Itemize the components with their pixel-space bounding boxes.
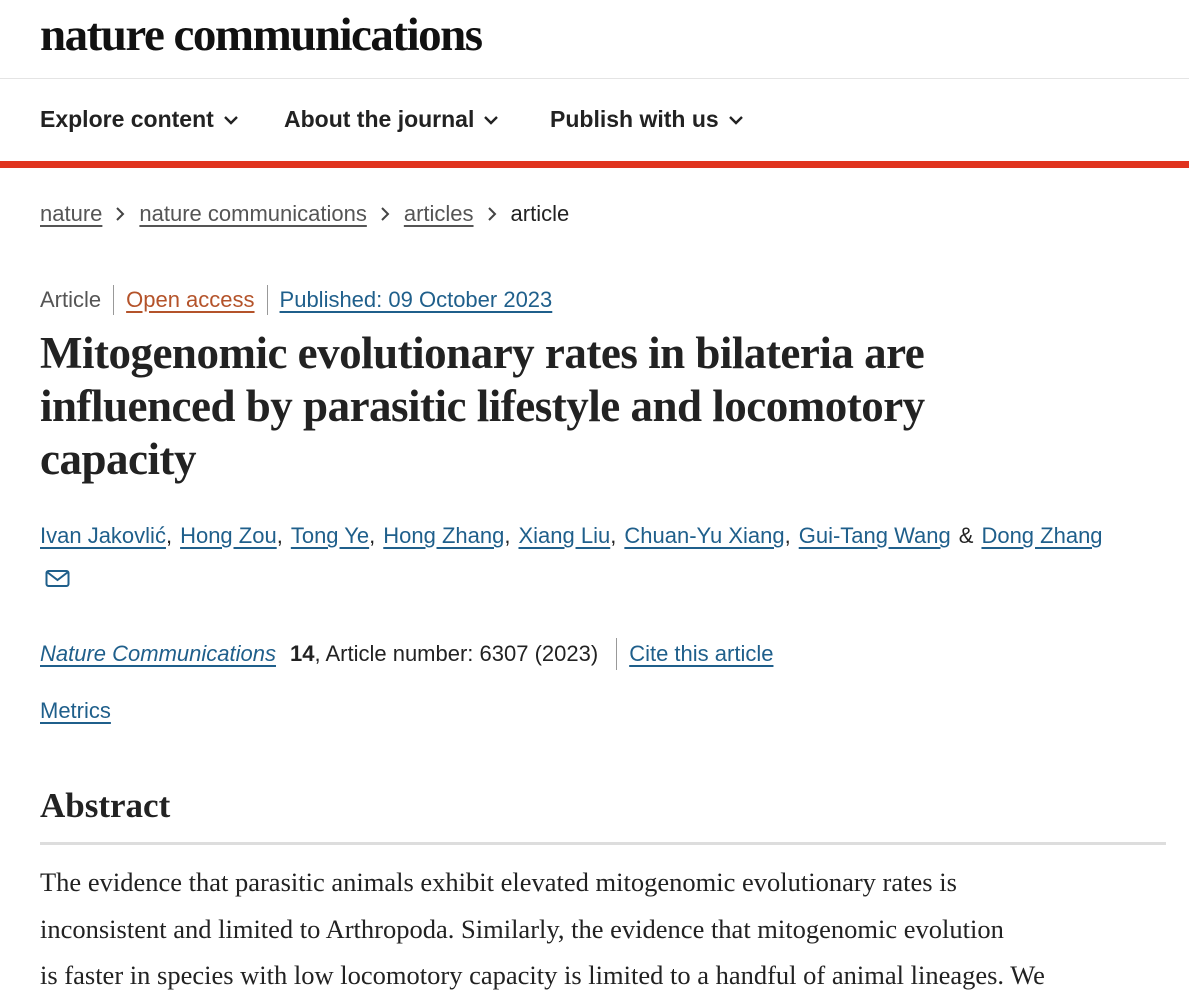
author[interactable]: Tong Ye <box>290 523 370 548</box>
volume: 14 <box>289 641 315 666</box>
nav-item[interactable]: Explore content <box>40 106 238 133</box>
separator: , <box>784 523 791 548</box>
article-title: Mitogenomic evolutionary rates in bilate… <box>40 327 925 486</box>
separator: , <box>165 523 173 548</box>
conjunction: & <box>958 523 974 548</box>
author[interactable]: Xiang Liu <box>518 523 611 548</box>
title-line: Mitogenomic evolutionary rates in bilate… <box>40 328 925 378</box>
chevron <box>487 207 496 221</box>
cite-link[interactable]: Cite this article <box>629 641 774 666</box>
published-link[interactable]: Published: 09 October 2023 <box>279 287 553 312</box>
nav-item[interactable]: Publish with us <box>550 106 743 133</box>
open-access-link[interactable]: Open access <box>126 287 255 312</box>
author[interactable]: Hong Zou <box>180 523 277 548</box>
separator: , <box>504 523 511 548</box>
separator: , <box>276 523 283 548</box>
title-line: capacity <box>40 434 196 484</box>
author[interactable]: Ivan Jakovlić <box>40 523 166 548</box>
nav-label[interactable]: About the journal <box>284 106 475 132</box>
access: Open access <box>113 285 266 315</box>
authors: Ivan Jakovlić, Hong Zou, Tong Ye, Hong Zhan… <box>40 523 1103 549</box>
citation-details: , Article number: 6307 (2023) <box>314 641 599 666</box>
breadcrumb: nature nature communications articles ar… <box>40 201 569 227</box>
chevron <box>116 207 125 221</box>
abstract-line: inconsistent and limited to Arthropoda. … <box>40 913 1004 944</box>
abstract-heading: Abstract <box>40 786 171 825</box>
separator: , <box>610 523 617 548</box>
chevron <box>728 115 743 125</box>
divider <box>40 842 1166 845</box>
author[interactable]: Chuan-Yu Xiang <box>624 523 785 548</box>
logo[interactable]: nature communications <box>40 9 483 61</box>
accent-bar <box>0 161 1189 168</box>
title-line: influenced by parasitic lifestyle and lo… <box>40 381 925 431</box>
nav-label[interactable]: Explore content <box>40 106 214 132</box>
divider <box>0 78 1189 79</box>
nav-label[interactable]: Publish with us <box>550 106 719 132</box>
published: Published: 09 October 2023 <box>266 285 565 315</box>
article-meta: Article Open access Published: 09 Octobe… <box>28 285 564 315</box>
author[interactable]: Dong Zhang <box>981 523 1103 548</box>
chevron <box>381 207 390 221</box>
metrics-link[interactable]: Metrics <box>40 698 111 723</box>
breadcrumb-link[interactable]: nature <box>40 201 103 226</box>
chevron <box>484 115 499 125</box>
abstract-text: The evidence that parasitic animals exhi… <box>40 859 1045 999</box>
breadcrumb-link[interactable]: nature communications <box>139 201 367 226</box>
nav-item[interactable]: About the journal <box>284 106 499 133</box>
abstract-line: is faster in species with low locomotory… <box>40 960 1045 990</box>
abstract-line: The evidence that parasitic animals exhi… <box>40 867 957 897</box>
citation: Nature Communications 14 , Article numbe… <box>40 638 773 670</box>
article-type: Article <box>40 287 102 312</box>
divider <box>616 638 618 670</box>
chevron <box>223 115 238 125</box>
breadcrumb-link[interactable]: articles <box>403 201 474 226</box>
author[interactable]: Hong Zhang <box>383 523 505 548</box>
breadcrumb-current: article <box>510 201 570 226</box>
email-icon[interactable] <box>45 569 71 589</box>
journal-link[interactable]: Nature Communications <box>40 641 276 666</box>
author[interactable]: Gui-Tang Wang <box>798 523 951 548</box>
separator: , <box>369 523 376 548</box>
